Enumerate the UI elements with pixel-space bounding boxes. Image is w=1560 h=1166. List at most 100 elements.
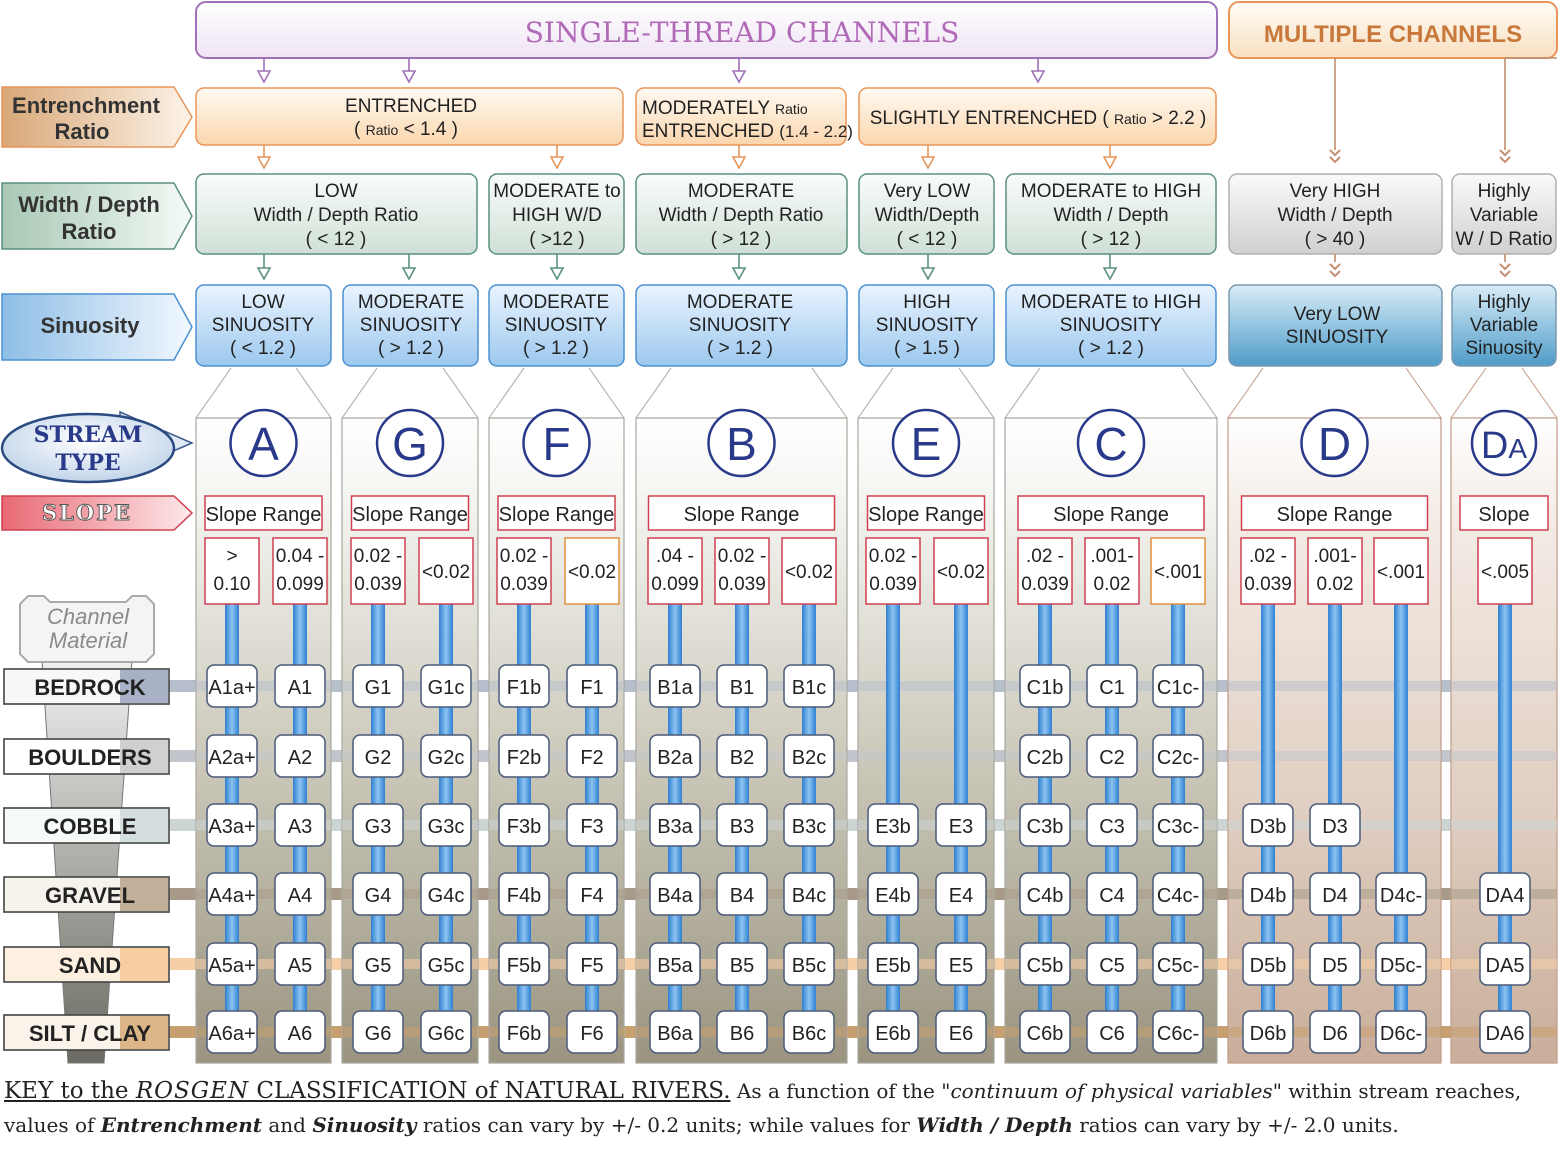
stream-code-B1: B1 (730, 677, 754, 699)
stream-code-F6b-part: F6b (507, 1023, 541, 1045)
width-depth-box-3-line2: ( < 12 ) (897, 229, 958, 250)
material-label-0-part: BEDROCK (34, 675, 145, 700)
stream-code-B6: B6 (730, 1023, 754, 1045)
stream-type-letter-DA-part: D (1481, 425, 1508, 467)
slope-value-A-1-b: 0.099 (276, 574, 324, 595)
stream-code-C3c-: C3c- (1157, 816, 1199, 838)
stream-code-G5c-part: G5c (428, 955, 465, 977)
stream-code-C3b: C3b (1027, 816, 1064, 838)
stream-code-A2-part: A2 (288, 747, 312, 769)
slope-value-E-0-b: 0.039 (869, 574, 917, 595)
width-depth-box-6-line1: Variable (1470, 205, 1538, 226)
stream-code-C4c--part: C4c- (1157, 885, 1199, 907)
slope-value-A-1-a: 0.04 - (276, 546, 325, 567)
slope-value-D-0-a-part: .02 - (1249, 546, 1287, 567)
stream-code-E6b: E6b (875, 1023, 911, 1045)
width-depth-arrow-head (922, 268, 934, 279)
stream-code-B3c-part: B3c (792, 816, 826, 838)
stream-type-letter-A: A (248, 418, 279, 470)
stream-code-C6: C6 (1099, 1023, 1125, 1045)
double-chevron-icon (1330, 150, 1340, 155)
entrenchment-slight-line1-part: > 2.2 ) (1147, 108, 1207, 129)
width-depth-label-line2: Ratio (62, 219, 117, 244)
material-label-0: BEDROCK (34, 675, 145, 700)
stream-code-C2b: C2b (1027, 747, 1064, 769)
entrenchment-slight-line1-part: Ratio (1114, 111, 1147, 127)
stream-code-A3-part: A3 (288, 816, 312, 838)
width-depth-box-6-line2-part: W / D Ratio (1455, 229, 1552, 250)
stream-code-C1b-part: C1b (1027, 677, 1064, 699)
sinuosity-box-4-line2-part: ( > 1.5 ) (894, 338, 960, 359)
column-funnel-right (296, 368, 331, 418)
column-funnel-left (489, 368, 524, 418)
stream-code-F5b: F5b (507, 955, 541, 977)
stream-code-F3: F3 (580, 816, 603, 838)
slope-value-D-1-a-part: .001- (1313, 546, 1356, 567)
stream-code-C1b: C1b (1027, 677, 1064, 699)
header-arrow-head (403, 71, 415, 82)
sinuosity-box-4-line0-part: HIGH (903, 292, 951, 313)
stream-code-B4-part: B4 (730, 885, 754, 907)
stream-code-A6: A6 (288, 1023, 312, 1045)
stream-code-G1c-part: G1c (428, 677, 465, 699)
stream-code-D3b-part: D3b (1250, 816, 1287, 838)
width-depth-box-2-line0-part: MODERATE (688, 181, 794, 202)
stream-code-C3b-part: C3b (1027, 816, 1064, 838)
stream-code-A4a+: A4a+ (208, 885, 255, 907)
stream-code-F5-part: F5 (580, 955, 603, 977)
stream-code-C4-part: C4 (1099, 885, 1125, 907)
stream-code-F6b: F6b (507, 1023, 541, 1045)
material-band-overlay (858, 751, 994, 761)
stream-code-A2a+: A2a+ (208, 747, 255, 769)
stream-code-C5b: C5b (1027, 955, 1064, 977)
stream-type-letter-E-part: E (911, 418, 942, 470)
slope-value-F-0-a-part: 0.02 - (500, 546, 549, 567)
slope-value-F-1: <0.02 (568, 562, 616, 583)
slope-value-B-0-b: 0.099 (651, 574, 699, 595)
slope-range-label-DA: Slope (1478, 504, 1529, 526)
caption: KEY to the ROSGEN CLASSIFICATION of NATU… (4, 1074, 1554, 1142)
slope-value-A-1-b-part: 0.099 (276, 574, 324, 595)
column-funnel-left (636, 368, 671, 418)
stream-code-F3-part: F3 (580, 816, 603, 838)
stream-code-G4c: G4c (428, 885, 465, 907)
width-depth-arrow-head (733, 268, 745, 279)
width-depth-box-2-line1: Width / Depth Ratio (659, 205, 824, 226)
entrenchment-moderate-line1-part: Ratio (775, 101, 808, 117)
stream-code-A5: A5 (288, 955, 312, 977)
stream-code-E4b-part: E4b (875, 885, 911, 907)
sinuosity-box-0-line1-part: SINUOSITY (212, 315, 315, 336)
sinuosity-box-7-line0: Highly (1478, 292, 1531, 313)
caption-key-suffix: CLASSIFICATION of NATURAL RIVERS. (249, 1078, 730, 1104)
stream-code-B3-part: B3 (730, 816, 754, 838)
stream-code-A4a+-part: A4a+ (208, 885, 255, 907)
slope-label: SLOPE (42, 500, 132, 525)
stream-code-F2b-part: F2b (507, 747, 541, 769)
sinuosity-box-6-line1-part: SINUOSITY (1286, 327, 1389, 348)
sinuosity-box-1-line2: ( > 1.2 ) (378, 338, 444, 359)
sinuosity-box-7-line1-part: Variable (1470, 315, 1538, 336)
stream-code-E6-part: E6 (949, 1023, 973, 1045)
material-label-2-part: COBBLE (44, 814, 137, 839)
stream-type-letter-C: C (1094, 418, 1127, 470)
stream-code-G4: G4 (365, 885, 392, 907)
stream-code-D4b-part: D4b (1250, 885, 1287, 907)
stream-type-letter-C-part: C (1094, 418, 1127, 470)
caption-and: and (262, 1113, 312, 1137)
slope-range-label-D-part: Slope Range (1277, 504, 1393, 526)
slope-value-G-0-b: 0.039 (354, 574, 402, 595)
stream-code-A5a+: A5a+ (208, 955, 255, 977)
stream-type-letter-F-part: F (542, 418, 570, 470)
width-depth-box-6-line2: W / D Ratio (1455, 229, 1552, 250)
stream-code-D4c--part: D4c- (1380, 885, 1422, 907)
stream-code-G5-part: G5 (365, 955, 392, 977)
slope-value-E-0-a: 0.02 - (869, 546, 918, 567)
width-depth-box-4-line1: Width / Depth (1053, 205, 1168, 226)
slope-value-D-0-b: 0.039 (1244, 574, 1292, 595)
stream-code-F5b-part: F5b (507, 955, 541, 977)
width-depth-box-2-line2-part: ( > 12 ) (711, 229, 772, 250)
width-depth-label-line2-part: Ratio (62, 219, 117, 244)
stream-code-B6a-part: B6a (657, 1023, 693, 1045)
sinuosity-box-3-line2-part: ( > 1.2 ) (707, 338, 773, 359)
entrenchment-label-line2-part: Ratio (55, 119, 110, 144)
